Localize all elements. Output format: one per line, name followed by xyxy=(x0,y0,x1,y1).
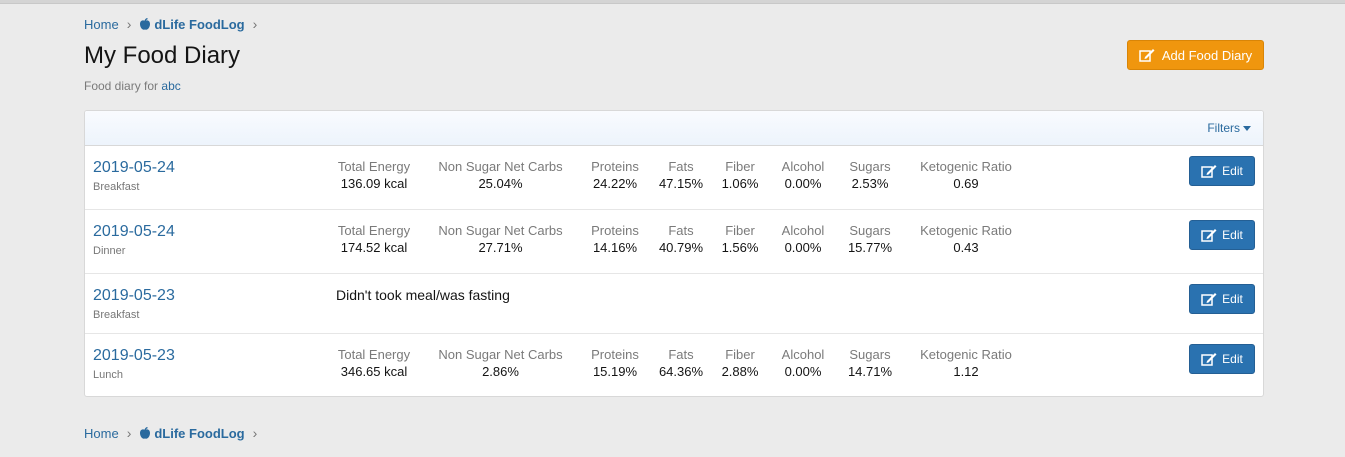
edit-icon xyxy=(1201,164,1217,178)
table-row: 2019-05-23 Lunch Total Energy 346.65 kcal… xyxy=(85,334,1263,396)
stat-energy: Total Energy 174.52 kcal xyxy=(337,223,411,255)
edit-button[interactable]: Edit xyxy=(1189,220,1255,250)
subtitle-prefix: Food diary for xyxy=(84,79,159,93)
breadcrumb-app-label: dLife FoodLog xyxy=(154,16,245,32)
stat-fiber: Fiber 2.88% xyxy=(721,347,759,379)
stat-carbs: Non Sugar Net Carbs 2.86% xyxy=(438,347,563,379)
chevron-right-icon: › xyxy=(126,16,132,32)
stat-alcohol: Alcohol 0.00% xyxy=(781,159,825,191)
edit-button[interactable]: Edit xyxy=(1189,156,1255,186)
stat-carbs: Non Sugar Net Carbs 25.04% xyxy=(438,159,563,191)
edit-label: Edit xyxy=(1222,164,1243,178)
filters-dropdown[interactable]: Filters xyxy=(1207,121,1251,135)
edit-label: Edit xyxy=(1222,292,1243,306)
stat-energy: Total Energy 346.65 kcal xyxy=(337,347,411,379)
edit-label: Edit xyxy=(1222,228,1243,242)
edit-icon xyxy=(1201,228,1217,242)
edit-button[interactable]: Edit xyxy=(1189,284,1255,314)
breadcrumb-home-link[interactable]: Home xyxy=(84,16,119,32)
stat-fats: Fats 47.15% xyxy=(658,159,704,191)
edit-label: Edit xyxy=(1222,352,1243,366)
caret-down-icon xyxy=(1243,125,1251,131)
stat-proteins: Proteins 14.16% xyxy=(591,223,639,255)
table-row: 2019-05-24 Dinner Total Energy 174.52 kca… xyxy=(85,210,1263,274)
stat-sugars: Sugars 15.77% xyxy=(847,223,893,255)
stat-sugars: Sugars 14.71% xyxy=(847,347,893,379)
stat-keto: Ketogenic Ratio 1.12 xyxy=(920,347,1012,379)
chevron-right-icon: › xyxy=(252,425,258,441)
entry-meal: Breakfast xyxy=(93,309,140,321)
stat-energy: Total Energy 136.09 kcal xyxy=(337,159,411,191)
food-diary-panel: Filters 2019-05-24 Breakfast Total Energ… xyxy=(84,110,1264,397)
breadcrumb-app-link[interactable]: dLife FoodLog xyxy=(139,425,245,441)
stat-fats: Fats 64.36% xyxy=(658,347,704,379)
add-food-diary-label: Add Food Diary xyxy=(1161,47,1253,63)
panel-header: Filters xyxy=(85,111,1263,146)
stat-fats: Fats 40.79% xyxy=(658,223,704,255)
edit-icon xyxy=(1201,352,1217,366)
apple-icon xyxy=(140,426,151,439)
breadcrumb-app-link[interactable]: dLife FoodLog xyxy=(139,16,245,32)
add-food-diary-button[interactable]: Add Food Diary xyxy=(1127,40,1264,70)
chevron-right-icon: › xyxy=(126,425,132,441)
stat-proteins: Proteins 15.19% xyxy=(591,347,639,379)
page-subtitle: Food diary for abc xyxy=(84,79,181,93)
stat-alcohol: Alcohol 0.00% xyxy=(781,347,825,379)
table-row: 2019-05-23 Breakfast Didn't took meal/wa… xyxy=(85,274,1263,334)
apple-icon xyxy=(140,17,151,30)
chevron-right-icon: › xyxy=(252,16,258,32)
page-title: My Food Diary xyxy=(84,42,241,69)
stat-carbs: Non Sugar Net Carbs 27.71% xyxy=(438,223,563,255)
entry-date-link[interactable]: 2019-05-23 xyxy=(93,347,175,364)
breadcrumb-footer: Home › dLife FoodLog › xyxy=(84,425,265,441)
stat-fiber: Fiber 1.56% xyxy=(721,223,759,255)
entry-date-link[interactable]: 2019-05-24 xyxy=(93,159,175,176)
entry-date-link[interactable]: 2019-05-23 xyxy=(93,287,175,304)
stat-keto: Ketogenic Ratio 0.69 xyxy=(920,159,1012,191)
edit-icon xyxy=(1201,292,1217,306)
entry-meal: Dinner xyxy=(93,245,126,257)
edit-icon xyxy=(1139,48,1155,62)
user-link[interactable]: abc xyxy=(161,79,181,93)
top-border xyxy=(0,0,1345,4)
stat-fiber: Fiber 1.06% xyxy=(721,159,759,191)
entry-note: Didn't took meal/was fasting xyxy=(336,287,510,303)
table-row: 2019-05-24 Breakfast Total Energy 136.09 … xyxy=(85,146,1263,210)
stat-alcohol: Alcohol 0.00% xyxy=(781,223,825,255)
edit-button[interactable]: Edit xyxy=(1189,344,1255,374)
stat-sugars: Sugars 2.53% xyxy=(849,159,891,191)
filters-label: Filters xyxy=(1207,121,1240,135)
breadcrumb: Home › dLife FoodLog › xyxy=(84,16,265,32)
entry-date-link[interactable]: 2019-05-24 xyxy=(93,223,175,240)
breadcrumb-app-label: dLife FoodLog xyxy=(154,425,245,441)
entry-meal: Lunch xyxy=(93,369,123,381)
breadcrumb-home-link[interactable]: Home xyxy=(84,425,119,441)
entry-meal: Breakfast xyxy=(93,181,140,193)
stat-proteins: Proteins 24.22% xyxy=(591,159,639,191)
stat-keto: Ketogenic Ratio 0.43 xyxy=(920,223,1012,255)
